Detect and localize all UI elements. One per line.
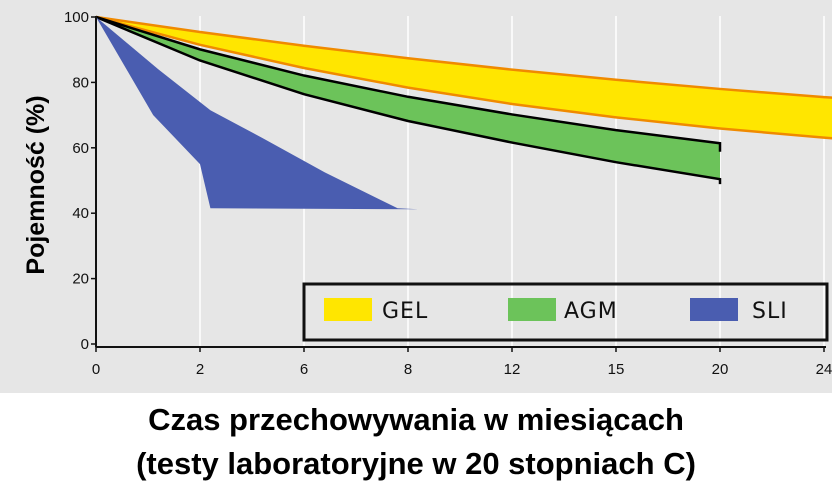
y-tick-label-40: 40 xyxy=(72,205,89,222)
legend-swatch-sli xyxy=(690,298,738,321)
x-tick-label-12: 12 xyxy=(504,361,521,378)
legend-label-agm: AGM xyxy=(564,299,618,324)
x-tick-label-6: 6 xyxy=(300,361,308,378)
band-sli xyxy=(96,17,419,210)
x-tick-label-0: 0 xyxy=(92,361,100,378)
axes xyxy=(95,16,826,348)
x-ticks: 0 2 6 8 12 15 20 24 xyxy=(92,347,832,378)
legend-frame xyxy=(302,282,829,342)
band-agm xyxy=(96,17,720,185)
x-tick-label-15: 15 xyxy=(608,361,625,378)
legend-swatch-gel xyxy=(324,298,372,321)
legend: GEL AGM SLI xyxy=(302,282,829,342)
x-tick-label-24: 24 xyxy=(816,361,832,378)
y-ticks: 0 20 40 60 80 100 xyxy=(64,9,96,353)
agm-upper-edge xyxy=(95,15,722,152)
series-layer xyxy=(95,15,832,210)
y-tick-label-60: 60 xyxy=(72,140,89,157)
agm-lower-edge xyxy=(95,15,722,185)
x-tick-label-2: 2 xyxy=(196,361,204,378)
gel-upper-edge xyxy=(95,15,832,99)
legend-label-gel: GEL xyxy=(382,299,428,324)
legend-label-sli: SLI xyxy=(752,299,788,324)
x-tick-label-8: 8 xyxy=(404,361,412,378)
chart-panel: 0 20 40 60 80 100 0 2 6 8 12 15 20 24 Pojemność (%) … xyxy=(0,0,832,393)
x-axis-label-line-2: (testy laboratoryjne w 20 stopniach C) xyxy=(136,446,696,481)
y-tick-label-80: 80 xyxy=(72,74,89,91)
band-gel xyxy=(96,17,832,139)
y-tick-label-0: 0 xyxy=(81,336,89,353)
y-axis-label: Pojemność (%) xyxy=(22,95,50,274)
x-tick-label-20: 20 xyxy=(712,361,729,378)
gel-lower-edge xyxy=(95,15,832,140)
x-axis-label: Czas przechowywania w miesiącach (testy … xyxy=(0,398,832,486)
x-axis-label-line-1: Czas przechowywania w miesiącach xyxy=(148,402,684,437)
legend-swatch-agm xyxy=(508,298,556,321)
legend-items: GEL AGM SLI xyxy=(324,298,788,324)
y-tick-label-100: 100 xyxy=(64,9,89,26)
y-tick-label-20: 20 xyxy=(72,271,89,288)
